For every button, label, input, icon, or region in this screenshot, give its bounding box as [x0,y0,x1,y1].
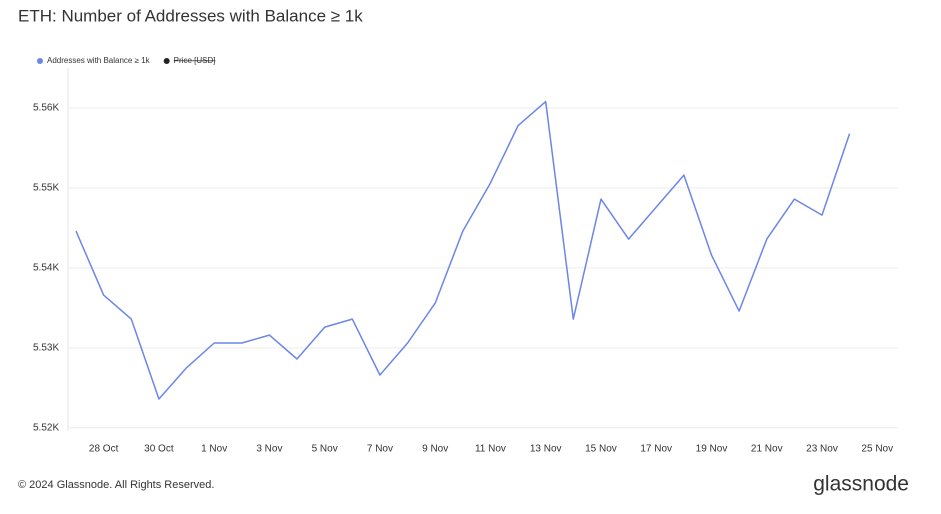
x-tick-label: 11 Nov [475,444,506,455]
data-line [75,100,851,400]
x-tick-label: 3 Nov [256,444,282,455]
y-tick-label: 5.54K [33,263,59,274]
y-tick-label: 5.55K [33,183,59,194]
x-tick-label: 5 Nov [312,444,338,455]
legend-label: Price [USD] [174,56,216,65]
legend-marker [37,58,43,64]
y-tick-label: 5.56K [33,103,59,114]
legend-label: Addresses with Balance ≥ 1k [47,56,151,65]
x-tick-label: 28 Oct [89,444,119,455]
x-tick-label: 21 Nov [751,444,783,455]
x-tick-label: 1 Nov [201,444,227,455]
x-tick-label: 9 Nov [422,444,448,455]
x-tick-label: 17 Nov [640,444,672,455]
y-tick-label: 5.52K [33,422,59,433]
x-tick-label: 15 Nov [585,444,617,455]
logo: glassnode [813,473,909,496]
x-tick-label: 13 Nov [530,444,562,455]
x-tick-label: 23 Nov [806,444,838,455]
chart-title: ETH: Number of Addresses with Balance ≥ … [18,6,363,25]
legend-marker [163,58,170,64]
y-tick-label: 5.53K [33,342,59,353]
x-tick-label: 30 Oct [144,444,174,455]
x-tick-label: 25 Nov [861,444,893,455]
x-tick-label: 7 Nov [367,444,393,455]
copyright: © 2024 Glassnode. All Rights Reserved. [18,479,214,491]
x-tick-label: 19 Nov [696,444,728,455]
